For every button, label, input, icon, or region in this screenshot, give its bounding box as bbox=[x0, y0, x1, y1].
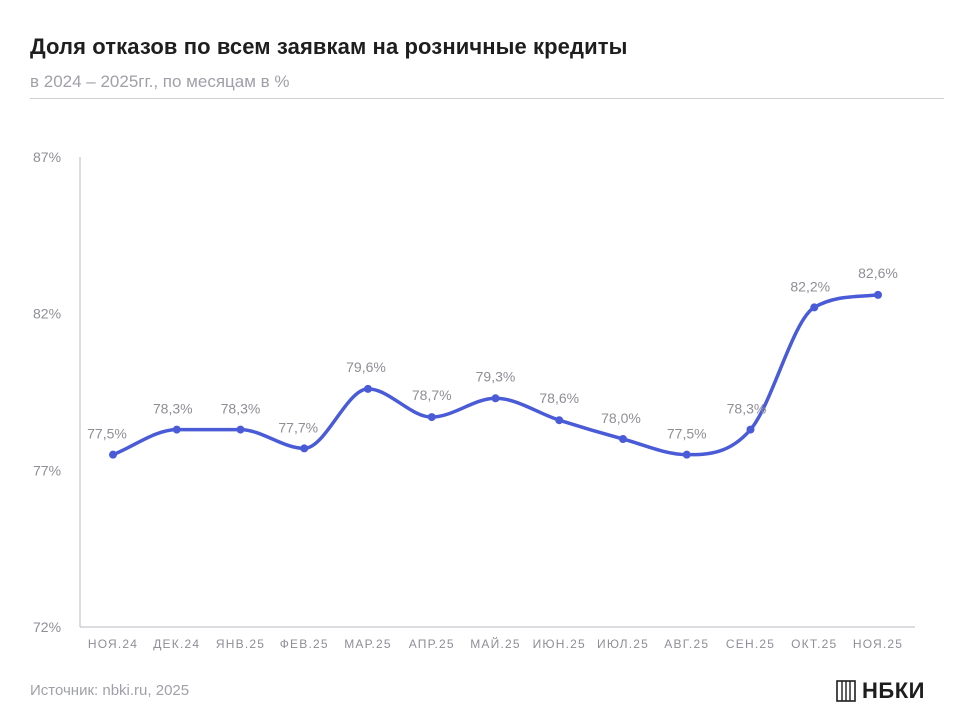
x-tick-label: АВГ.25 bbox=[664, 637, 709, 651]
data-label: 78,6% bbox=[539, 390, 579, 406]
source-note: Источник: nbki.ru, 2025 bbox=[30, 682, 190, 699]
x-tick-label: СЕН.25 bbox=[726, 637, 775, 651]
x-tick-label: ФЕВ.25 bbox=[280, 637, 329, 651]
x-tick-label: ИЮЛ.25 bbox=[597, 637, 649, 651]
data-label: 77,7% bbox=[278, 419, 318, 435]
logo-text: НБКИ bbox=[862, 678, 925, 703]
data-point bbox=[874, 290, 882, 299]
data-point bbox=[364, 384, 372, 393]
data-label: 78,3% bbox=[221, 401, 261, 417]
data-label: 82,2% bbox=[790, 278, 830, 294]
data-point bbox=[619, 435, 627, 443]
nbki-logo-icon bbox=[836, 680, 856, 702]
data-label: 79,6% bbox=[346, 359, 386, 375]
data-point bbox=[109, 450, 117, 459]
x-tick-label: ИЮН.25 bbox=[533, 637, 586, 651]
y-tick-label: 82% bbox=[33, 306, 61, 322]
data-point bbox=[300, 444, 309, 453]
data-point bbox=[555, 416, 564, 425]
data-label: 77,5% bbox=[667, 426, 707, 442]
data-label: 78,7% bbox=[412, 387, 452, 403]
chart-title: Доля отказов по всем заявкам на розничны… bbox=[30, 34, 628, 59]
y-tick-label: 72% bbox=[33, 619, 61, 635]
data-point bbox=[810, 303, 819, 312]
data-point bbox=[746, 425, 755, 434]
data-point bbox=[172, 425, 181, 434]
x-tick-label: ОКТ.25 bbox=[791, 637, 837, 651]
chart-subtitle: в 2024 – 2025гг., по месяцам в % bbox=[30, 72, 290, 91]
data-label: 78,3% bbox=[727, 401, 767, 417]
data-label: 78,0% bbox=[601, 410, 641, 426]
data-point bbox=[682, 450, 691, 459]
data-point bbox=[427, 413, 436, 422]
data-point bbox=[491, 394, 500, 403]
x-tick-label: ЯНВ.25 bbox=[216, 637, 265, 651]
data-label: 77,5% bbox=[87, 426, 127, 442]
data-label: 82,6% bbox=[858, 265, 898, 281]
header-divider bbox=[30, 98, 944, 99]
y-tick-label: 77% bbox=[33, 462, 61, 478]
data-label: 79,3% bbox=[476, 368, 516, 384]
x-tick-label: НОЯ.25 bbox=[853, 637, 903, 651]
nbki-logo: НБКИ bbox=[836, 676, 925, 706]
x-tick-label: МАЙ.25 bbox=[470, 636, 521, 651]
data-point bbox=[236, 425, 245, 434]
x-tick-label: НОЯ.24 bbox=[88, 637, 138, 651]
x-tick-label: МАР.25 bbox=[344, 637, 392, 651]
x-tick-label: АПР.25 bbox=[409, 637, 455, 651]
x-tick-label: ДЕК.24 bbox=[153, 637, 200, 651]
y-tick-label: 87% bbox=[33, 149, 61, 165]
data-label: 78,3% bbox=[153, 401, 193, 417]
